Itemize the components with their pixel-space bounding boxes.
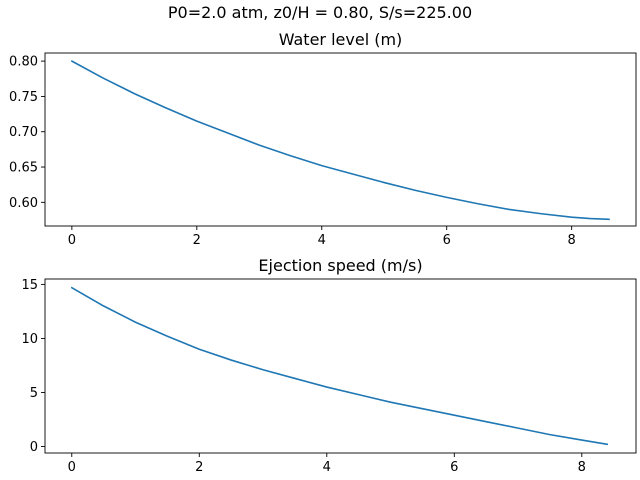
ejection-speed-frame — [44, 278, 637, 454]
water-level-y-tick-label: 0.65 — [9, 161, 38, 176]
water-level-x-tick-label: 8 — [568, 233, 576, 248]
ejection-speed-y-tick-label: 5 — [30, 386, 38, 401]
water-level-series-line — [71, 60, 610, 221]
ejection-speed-x-tick-label: 0 — [68, 460, 76, 475]
ejection-speed-title: Ejection speed (m/s) — [258, 256, 422, 275]
water-level-x-tick-label: 4 — [318, 233, 326, 248]
water-level-y-tick-label: 0.75 — [9, 90, 38, 105]
ejection-speed-axes: Ejection speed (m/s) 0 2 4 6 8 0 5 10 15 — [21, 256, 637, 475]
water-level-y-tick-label: 0.80 — [9, 55, 38, 70]
water-level-x-tick-label: 6 — [443, 233, 451, 248]
water-level-title: Water level (m) — [279, 30, 403, 49]
ejection-speed-x-tick-label: 8 — [578, 460, 586, 475]
water-level-x-tick-label: 2 — [193, 233, 201, 248]
ejection-speed-x-tick-label: 2 — [195, 460, 203, 475]
ejection-speed-y-tick-label: 0 — [30, 440, 38, 455]
water-level-frame — [44, 52, 637, 227]
figure-suptitle: P0=2.0 atm, z0/H = 0.80, S/s=225.00 — [168, 3, 472, 22]
ejection-speed-x-tick-label: 4 — [323, 460, 331, 475]
ejection-speed-series-line — [70, 286, 609, 446]
water-level-y-tick-label: 0.70 — [9, 125, 38, 140]
ejection-speed-y-tick-label: 10 — [21, 332, 38, 347]
water-level-x-tick-label: 0 — [68, 233, 76, 248]
ejection-speed-x-tick-label: 6 — [450, 460, 458, 475]
water-level-y-tick-label: 0.60 — [9, 196, 38, 211]
ejection-speed-y-tick-label: 15 — [21, 278, 38, 293]
water-level-axes: Water level (m) 0 2 4 6 8 0.60 0.65 0.70 0.75 0.80 — [9, 30, 637, 248]
